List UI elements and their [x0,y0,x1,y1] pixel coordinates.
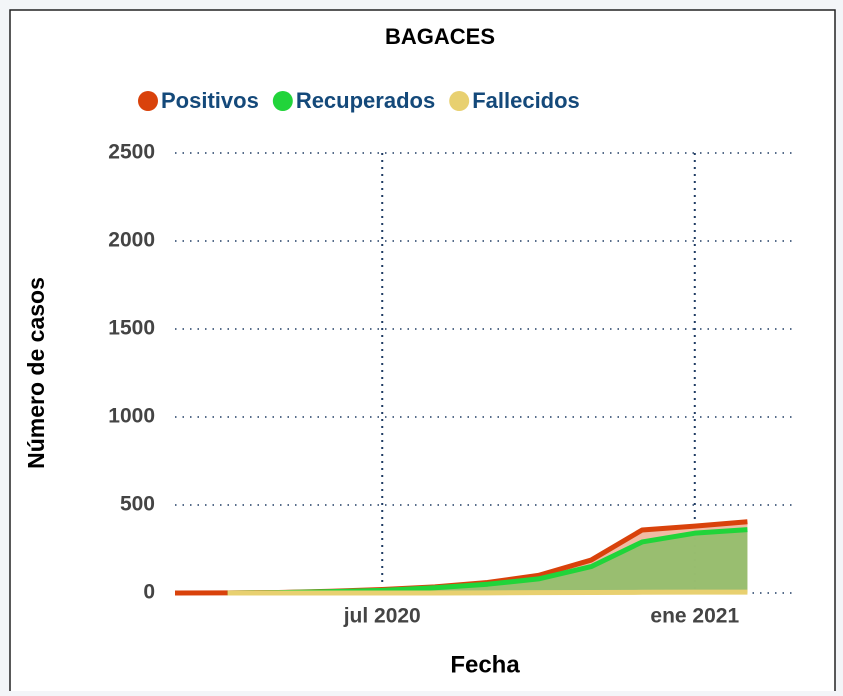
y-tick-label: 1000 [108,405,155,428]
legend-marker [272,91,293,111]
y-axis-label: Número de casos [23,277,49,469]
y-tick-label: 0 [143,581,155,604]
x-tick-label: jul 2020 [343,605,421,628]
legend-label: Positivos [161,88,259,113]
y-tick-label: 2000 [108,229,155,252]
legend: Positivos Recuperados Fallecidos [138,88,580,113]
y-tick-label: 1500 [108,317,155,340]
x-tick-label: ene 2021 [650,605,739,628]
x-axis-label: Fecha [450,651,520,678]
legend-label: Recuperados [296,88,435,113]
legend-marker [138,91,158,111]
y-tick-label: 2500 [108,141,155,164]
area-fill [227,529,748,593]
legend-marker [449,91,470,111]
series-line [227,589,748,596]
chart-title: BAGACES [385,24,495,49]
legend-label: Fallecidos [472,88,580,113]
y-tick-label: 500 [120,493,155,516]
